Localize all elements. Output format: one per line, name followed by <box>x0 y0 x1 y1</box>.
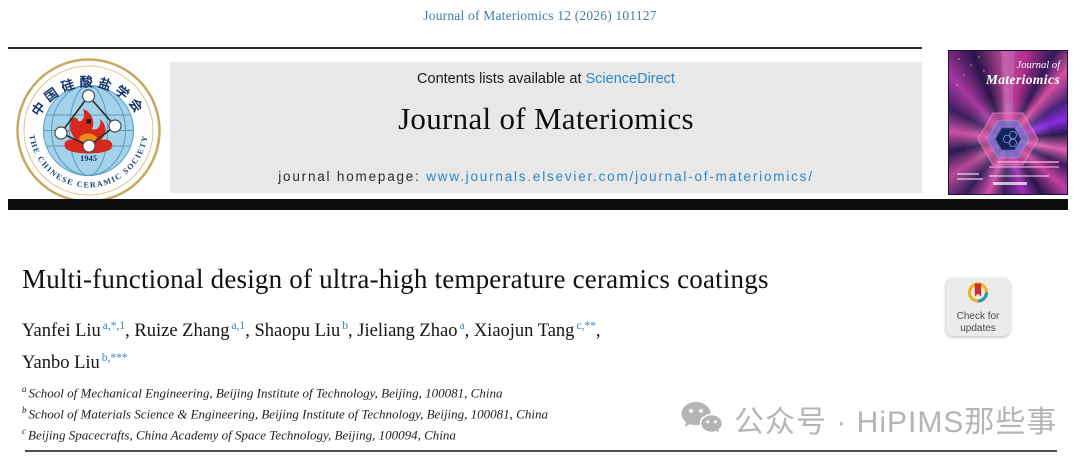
author-name: Jieliang Zhao <box>357 321 458 342</box>
cover-hexagon-art <box>956 51 1039 166</box>
author-name: Shaopu Liu <box>254 321 341 342</box>
cover-microtext <box>957 173 979 175</box>
badge-label-line1: Check for <box>956 311 1000 322</box>
authors-line-2: Yanbo Liu b,*** <box>22 345 922 377</box>
citation-header: Journal of Materiomics 12 (2026) 101127 <box>423 8 657 23</box>
contents-line: Contents lists available at ScienceDirec… <box>170 62 922 87</box>
cover-microtext <box>989 166 1059 168</box>
author-name: Xiaojun Tang <box>473 321 575 342</box>
homepage-url[interactable]: www.journals.elsevier.com/journal-of-mat… <box>426 169 814 184</box>
cover-title-line1: Journal of <box>1016 60 1060 71</box>
bottom-rule <box>25 450 1057 452</box>
affiliation-list: a School of Mechanical Engineering, Beiji… <box>22 381 722 443</box>
contents-prefix: Contents lists available at <box>417 71 586 87</box>
badge-label-line2: updates <box>960 323 996 334</box>
thick-divider <box>8 199 1068 210</box>
affiliation-marker: a <box>22 384 27 394</box>
check-for-updates-badge[interactable]: Check for updates <box>946 278 1010 336</box>
author-name: Yanbo Liu <box>22 353 100 374</box>
homepage-line: journal homepage: www.journals.elsevier.… <box>170 169 922 184</box>
homepage-label: journal homepage: <box>278 169 427 184</box>
affiliation-line: c Beijing Spacecrafts, China Academy of S… <box>22 423 722 444</box>
journal-cover: Journal of Materiomics <box>948 50 1068 195</box>
watermark: 公众号 · HiPIMS那些事 <box>680 397 1057 441</box>
cover-title-line2: Materiomics <box>985 72 1060 87</box>
cover-microtext <box>989 175 1049 177</box>
authors-line-1: Yanfei Liu a,*,1, Ruize Zhang a,1, Shaopu … <box>22 320 601 342</box>
author-name: Ruize Zhang <box>134 321 230 342</box>
journal-banner: Contents lists available at ScienceDirec… <box>170 62 922 193</box>
sciencedirect-link[interactable]: ScienceDirect <box>585 71 675 87</box>
author-list: Yanfei Liu a,*,1, Ruize Zhang a,1, Shaopu … <box>22 313 922 377</box>
author-superscript: a <box>459 320 465 332</box>
article-title: Multi-functional design of ultra-high te… <box>22 264 769 294</box>
cover-microtext <box>957 178 983 180</box>
cover-sciencedirect-mark <box>993 182 1027 185</box>
author-name: Yanfei Liu <box>22 321 101 342</box>
author-superscript: b <box>342 320 349 332</box>
cover-title: Journal of Materiomics <box>986 59 1060 87</box>
journal-title: Journal of Materiomics <box>398 101 694 136</box>
affiliation-line: a School of Mechanical Engineering, Beiji… <box>22 381 722 402</box>
affiliation-line: b School of Materials Science & Engineeri… <box>22 402 722 423</box>
affiliation-text: Beijing Spacecrafts, China Academy of Sp… <box>28 426 456 442</box>
logo-molecule-nodes <box>54 89 122 153</box>
logo-year: 1945 <box>80 153 97 163</box>
wechat-icon <box>681 402 724 436</box>
affiliation-marker: b <box>22 404 27 415</box>
watermark-text: 公众号 · HiPIMS那些事 <box>734 406 1058 439</box>
author-superscript: b,*** <box>101 352 128 365</box>
top-rule <box>8 47 922 49</box>
affiliation-text: School of Mechanical Engineering, Beijin… <box>28 385 503 401</box>
affiliation-marker: c <box>22 425 26 436</box>
cover-microtext <box>997 161 1059 163</box>
update-ring-icon <box>967 282 989 303</box>
author-superscript: a,*,1 <box>102 320 126 332</box>
author-superscript: c,** <box>576 320 596 332</box>
logo-flame <box>64 109 113 154</box>
ceramic-society-logo: 1945 中国硅酸盐学会 THE CHINESE CERAMIC SOCIETY <box>16 58 161 203</box>
affiliation-text: School of Materials Science & Engineerin… <box>28 406 548 422</box>
author-superscript: a,1 <box>231 320 246 332</box>
